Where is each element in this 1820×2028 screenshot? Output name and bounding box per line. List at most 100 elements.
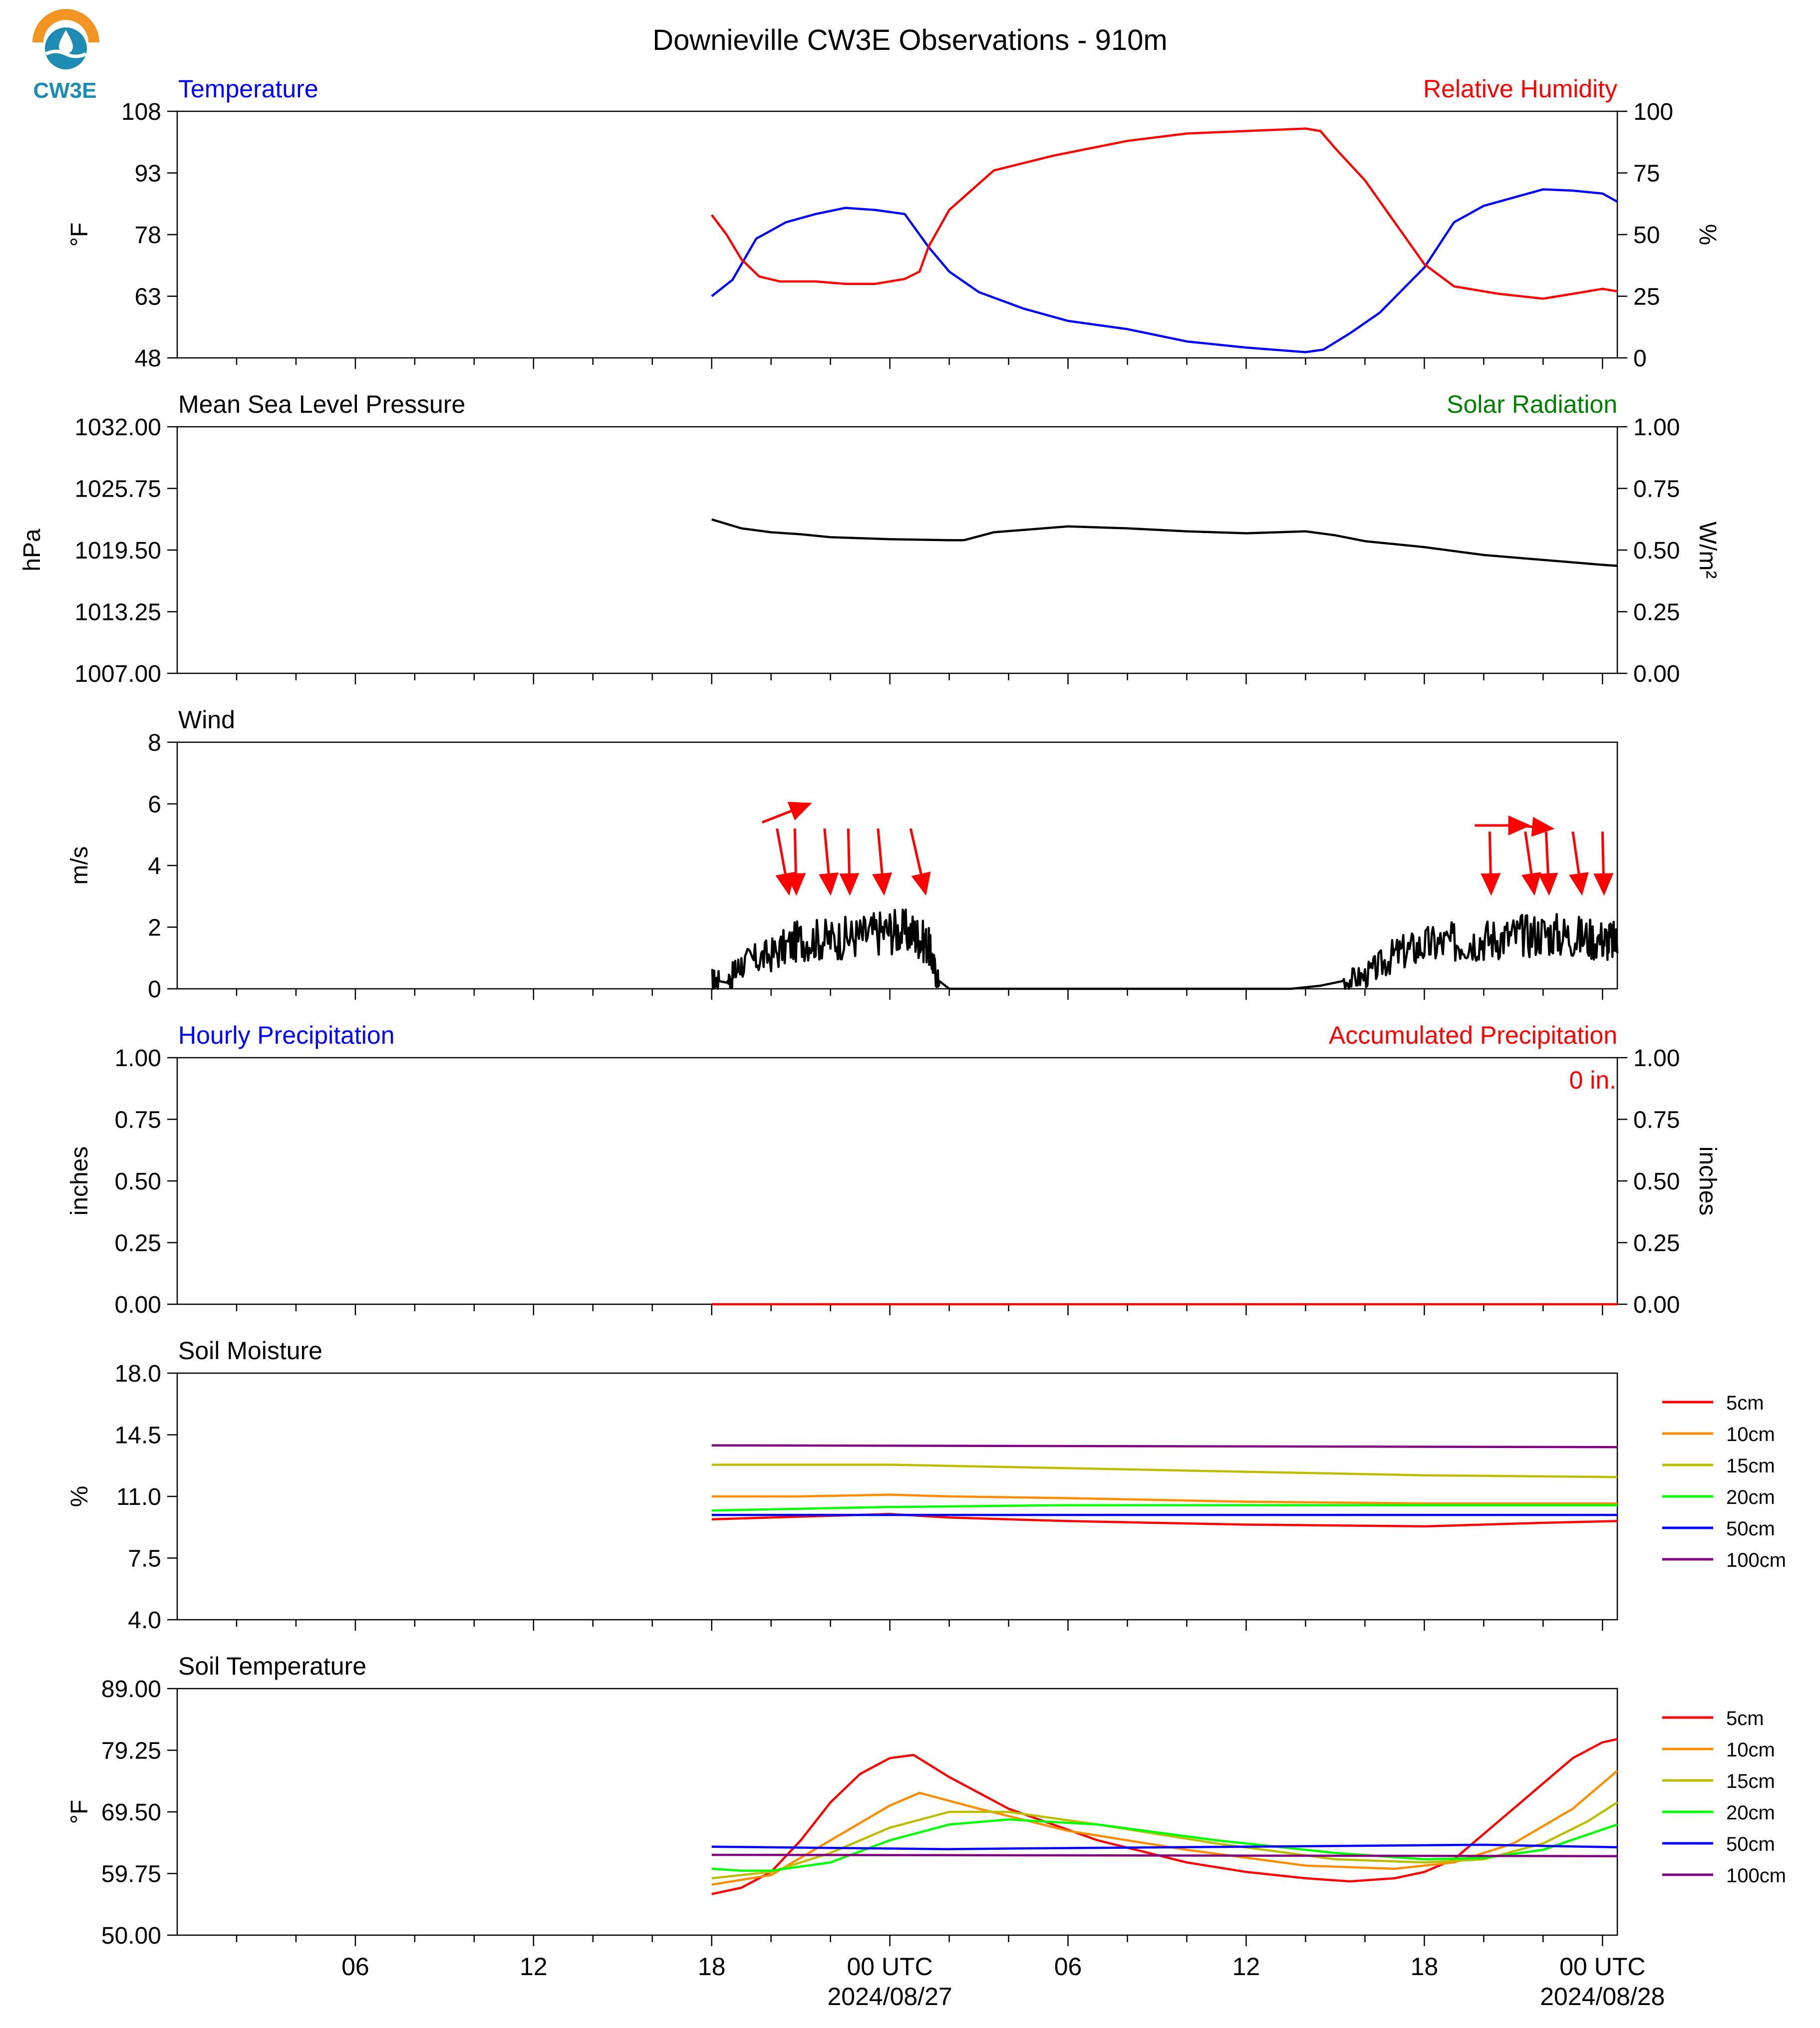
legend-label-20cm: 20cm <box>1726 1802 1775 1824</box>
y-tick-label-right: 0.75 <box>1633 476 1680 503</box>
panel-title-left: Hourly Precipitation <box>178 1021 395 1049</box>
wind-direction-arrow <box>786 828 806 896</box>
panel-title-right: Relative Humidity <box>1423 75 1617 103</box>
panels: Temperature Relative Humidity108937863481… <box>19 75 1786 2011</box>
y-tick-label-right: 1.00 <box>1633 414 1680 441</box>
y-tick-label: 48 <box>135 345 161 372</box>
x-tick-label: 00 UTC <box>847 1953 932 1981</box>
y-tick-label: 14.5 <box>115 1423 161 1449</box>
panel-title-left: Mean Sea Level Pressure <box>178 390 465 418</box>
y-tick-label: 1.00 <box>115 1045 161 1072</box>
y-tick-label: 6 <box>148 792 161 818</box>
y-tick-label-right: 0.00 <box>1633 661 1680 687</box>
y-tick-label: 1013.25 <box>74 599 161 626</box>
wind-direction-arrow <box>839 828 860 896</box>
legend-label-15cm: 15cm <box>1726 1770 1775 1792</box>
y-tick-label-right: 100 <box>1633 99 1673 125</box>
legend-label-5cm: 5cm <box>1726 1392 1764 1414</box>
y-tick-label-right: 0.50 <box>1633 1168 1680 1195</box>
figure-title: Downieville CW3E Observations - 910m <box>652 24 1167 56</box>
x-tick-label: 18 <box>698 1953 726 1981</box>
series-line-20cm <box>711 1504 1617 1512</box>
y-tick-label: 69.50 <box>101 1799 161 1826</box>
y-axis-label: °F <box>66 223 93 247</box>
x-tick-label: 06 <box>1054 1953 1082 1981</box>
panel-temperature-rh: Temperature Relative Humidity 108 93 78 63 48 1… <box>66 75 1721 372</box>
y-tick-label: 0.50 <box>115 1168 161 1195</box>
series-line-50cm <box>711 1843 1618 1850</box>
y-tick-label: 11.0 <box>116 1484 161 1510</box>
y-tick-label: 50.00 <box>101 1923 161 1949</box>
legend-label-10cm: 10cm <box>1726 1739 1775 1761</box>
accumulated-total-label: 0 in. <box>1569 1066 1616 1094</box>
series-line-temperature <box>711 188 1618 353</box>
panel-title-left: Soil Moisture <box>178 1337 322 1365</box>
x-date-label: 2024/08/27 <box>828 1983 952 2011</box>
panel-soil-temperature: Soil Temperature 89.00 79.25 69.50 59.75 50.0… <box>66 1652 1786 2011</box>
wind-direction-arrow <box>909 828 931 896</box>
series-line-100cm <box>711 1444 1618 1449</box>
y-tick-label-right: 0.50 <box>1633 538 1680 564</box>
y-tick-label: 79.25 <box>101 1738 161 1764</box>
y-tick-label: 8 <box>148 730 161 756</box>
y-axis-label: hPa <box>19 529 45 572</box>
cw3e-logo: CW3E <box>32 9 99 103</box>
wind-direction-arrow <box>1593 832 1614 896</box>
y-tick-label: 63 <box>135 284 161 310</box>
y-tick-label-right: 0.00 <box>1633 1292 1680 1318</box>
y-tick-label: 93 <box>135 161 161 187</box>
series-line-5cm <box>711 1513 1618 1528</box>
legend-label-50cm: 50cm <box>1726 1518 1775 1540</box>
legend-label-5cm: 5cm <box>1726 1708 1764 1730</box>
y-axis-label: % <box>66 1486 93 1507</box>
y-tick-label: 2 <box>148 915 161 941</box>
wind-direction-arrow <box>1481 832 1501 896</box>
panel-title-left: Soil Temperature <box>178 1652 366 1680</box>
y-tick-label-right: 0.25 <box>1633 1230 1680 1257</box>
series-line-10cm <box>711 1493 1617 1505</box>
panel-pressure-solar: Mean Sea Level Pressure Solar Radiation 10… <box>19 390 1721 687</box>
y-tick-label-right: 0 <box>1633 345 1647 372</box>
y-tick-label-right: 25 <box>1633 284 1660 310</box>
legend-label-15cm: 15cm <box>1726 1455 1775 1477</box>
logo-orange-arc <box>32 9 99 43</box>
wind-direction-arrow <box>761 802 812 824</box>
y-tick-label: 1007.00 <box>74 661 161 687</box>
y-tick-label-right: 50 <box>1633 222 1660 249</box>
y-tick-label-right: 0.25 <box>1633 599 1680 626</box>
y-tick-label-right: 0.75 <box>1633 1107 1680 1134</box>
y-axis-label: m/s <box>66 846 93 884</box>
wind-direction-arrow <box>1521 831 1541 896</box>
panel-title-left: Temperature <box>178 75 318 103</box>
y-tick-label: 1019.50 <box>74 538 161 564</box>
y-tick-label: 89.00 <box>101 1676 161 1703</box>
y-tick-label: 7.5 <box>128 1546 161 1572</box>
series-line-wind <box>711 908 1619 990</box>
x-tick-label: 12 <box>1232 1953 1260 1981</box>
panel-title-right: Solar Radiation <box>1447 390 1617 418</box>
legend-label-100cm: 100cm <box>1726 1549 1786 1571</box>
legend-label-100cm: 100cm <box>1726 1865 1786 1887</box>
panel-title-right: Accumulated Precipitation <box>1329 1021 1617 1049</box>
wind-direction-arrow <box>1569 831 1589 896</box>
x-tick-label: 00 UTC <box>1559 1953 1645 1981</box>
y-tick-label: 1032.00 <box>74 414 161 441</box>
y-tick-label: 0.75 <box>115 1107 161 1134</box>
y-tick-label: 0 <box>148 976 161 1003</box>
series-line-mean-sea-level-pressure <box>711 518 1618 567</box>
wind-direction-arrow <box>1538 831 1558 896</box>
y-tick-label: 18.0 <box>115 1361 161 1387</box>
x-tick-label: 18 <box>1411 1953 1439 1981</box>
wind-direction-arrow <box>819 828 839 896</box>
y-tick-label: 0.00 <box>115 1292 161 1318</box>
y-tick-label: 1025.75 <box>74 476 161 503</box>
series-line-15cm <box>711 1463 1618 1478</box>
y-axis-label: °F <box>66 1800 93 1824</box>
x-tick-label: 12 <box>520 1953 548 1981</box>
y-axis-label-right: W/m² <box>1694 522 1721 579</box>
y-tick-label: 59.75 <box>101 1861 161 1888</box>
series-line-10cm <box>711 1769 1618 1886</box>
y-tick-label: 78 <box>135 222 161 249</box>
y-axis-label-right: inches <box>1694 1147 1721 1216</box>
